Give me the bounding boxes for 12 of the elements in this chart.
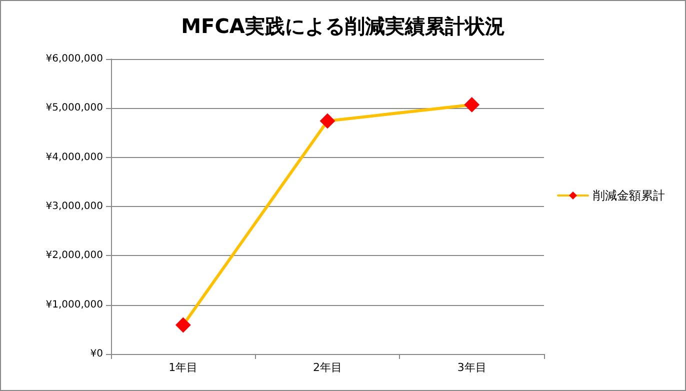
y-tick-label: ¥3,000,000 xyxy=(46,201,103,212)
y-tick-label: ¥0 xyxy=(90,348,103,360)
chart-title: MFCA実践による削減実績累計状況 xyxy=(181,14,505,38)
x-tick-label: 2年目 xyxy=(313,361,342,374)
legend-label: 削減金額累計 xyxy=(593,188,665,202)
y-tick-label: ¥2,000,000 xyxy=(46,250,103,262)
y-tick-label: ¥4,000,000 xyxy=(46,152,103,163)
y-tick-label: ¥5,000,000 xyxy=(46,102,103,114)
y-tick-label: ¥1,000,000 xyxy=(46,299,103,310)
x-tick-label: 3年目 xyxy=(457,361,486,374)
y-tick-label: ¥6,000,000 xyxy=(46,54,103,64)
x-tick-label: 1年目 xyxy=(168,361,198,374)
